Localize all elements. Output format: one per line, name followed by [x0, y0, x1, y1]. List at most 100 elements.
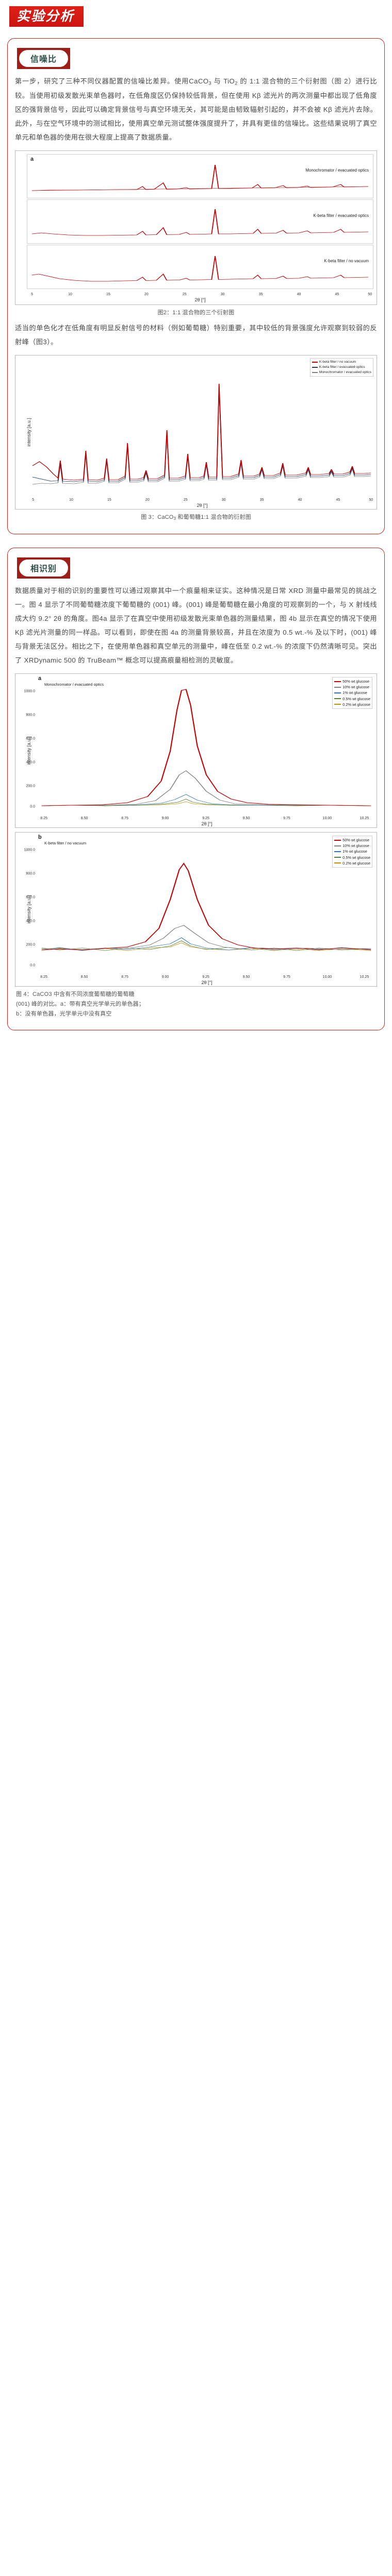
legend-item: 50% wt glucose: [334, 837, 370, 843]
figure-4: a intensity [a.u.] Monochromator / evacu…: [15, 673, 377, 1019]
figure-4a-title: Monochromator / evacuated optics: [44, 682, 104, 687]
legend-swatch-icon: [334, 681, 341, 682]
xtick: 9.50: [242, 975, 250, 979]
xtick: 8.25: [40, 975, 47, 979]
ytick: 400.0: [26, 919, 35, 923]
figure-4-caption: 图 4：CaCO3 中含有不同浓度葡萄糖的葡萄糖 (001) 峰的对比。a：带有…: [15, 990, 377, 1019]
figure-4-panel-a: a intensity [a.u.] Monochromator / evacu…: [15, 673, 377, 828]
xtick: 10.00: [322, 817, 332, 821]
xtick: 10.25: [360, 817, 369, 821]
legend-label: 50% wt glucose: [342, 838, 369, 843]
figure-4a-xlabel: 2θ [°]: [201, 821, 213, 827]
legend-label: 0.2% wt glucose: [342, 860, 370, 866]
ytick: 200.0: [26, 943, 35, 947]
ytick: 1000.0: [24, 689, 35, 693]
legend-swatch-icon: [312, 367, 318, 368]
figure-4a-traces: [41, 689, 371, 806]
ytick: 1000.0: [24, 848, 35, 852]
figure-4a-yaxis: 1000.0 800.0 600.0 400.0 200.0 0.0: [15, 674, 36, 811]
legend-label: 10% wt glucose: [342, 685, 369, 690]
figure-2-panel-b: K-beta filter / evacuated optics: [27, 199, 373, 244]
legend-label: 0.5% wt glucose: [342, 855, 370, 860]
pill-outer: 相识别: [17, 557, 71, 579]
ytick: 0.0: [30, 805, 35, 809]
legend-label: K-beta filter / no vacuum: [319, 360, 356, 364]
section-title-phase-id: 相识别: [19, 559, 69, 577]
figure-4-panel-b: b intensity [a.u.] K-beta filter / no va…: [15, 832, 377, 987]
xtick: 9.00: [161, 817, 169, 821]
banner-container: 实验分析: [0, 0, 392, 27]
xtick: 10.25: [360, 975, 369, 979]
figure-4b-traces: [41, 862, 371, 951]
figure-4-caption-line-0: 图 4：CaCO3 中含有不同浓度葡萄糖的葡萄糖: [16, 991, 135, 998]
legend-item: 0.2% wt glucose: [334, 860, 370, 866]
ytick: 200.0: [26, 784, 35, 788]
legend-swatch-icon: [334, 857, 341, 858]
figure-3-xlabel: 2θ [°]: [197, 503, 208, 509]
figure-4b-yaxis: 1000.0 800.0 600.0 400.0 200.0 0.0: [15, 833, 36, 970]
figure-3: intensity [a.u.] K-beta filter / no vacu…: [15, 355, 377, 522]
legend-swatch-icon: [334, 862, 341, 864]
legend-item: K-beta filter / no vacuum: [312, 360, 371, 365]
legend-item: 1% wt glucose: [334, 690, 370, 696]
section-heading-snr: 信噪比: [15, 47, 377, 74]
figure-4b-title: K-beta filter / no vacuum: [44, 841, 87, 846]
figure-2-panel-a: a Monochromator / evacuated optics: [27, 154, 373, 199]
figure-2-xaxis: 5 10 15 20 25 30 35 40 45 50: [31, 293, 372, 297]
panel-letter-a: a: [30, 156, 34, 163]
legend-swatch-icon: [312, 372, 318, 373]
legend-label: K-beta filter / evacuated optics: [319, 365, 365, 369]
legend-swatch-icon: [334, 851, 341, 853]
ytick: 800.0: [26, 872, 35, 876]
legend-item: 1% wt glucose: [334, 849, 370, 854]
figure-4b-xlabel: 2θ [°]: [201, 980, 213, 986]
section-card-phase-id: 相识别 数据质量对于相的识别的重要性可以通过观察其中一个痕量相来证实。这种情况是…: [7, 547, 385, 1031]
figure-4-caption-line-2: b：没有单色器，光学单元中没有真空: [16, 1010, 112, 1017]
legend-item: 0.5% wt glucose: [334, 855, 370, 860]
xtick: 9.25: [202, 975, 209, 979]
figure-2-annotation-1: K-beta filter / evacuated optics: [313, 213, 369, 218]
ytick: 600.0: [26, 737, 35, 741]
figure-4-caption-line-1: (001) 峰的对比。a：带有真空光学单元的单色器；: [16, 1001, 145, 1007]
legend-item: K-beta filter / evacuated optics: [312, 365, 371, 370]
figure-2-annotation-0: Monochromator / evacuated optics: [305, 168, 369, 173]
xtick: 9.75: [283, 817, 290, 821]
page-title: 实验分析: [9, 6, 84, 27]
figure-2-trace-c: [31, 256, 369, 282]
legend-item: Monochromator / evacuated optics: [312, 370, 371, 375]
figure-3-legend: K-beta filter / no vacuum K-beta filter …: [309, 358, 373, 377]
legend-label: 0.2% wt glucose: [342, 702, 370, 707]
figure-2-panel-c: K-beta filter / no vacuum: [27, 245, 373, 290]
legend-label: Monochromator / evacuated optics: [319, 370, 371, 374]
xtick: 8.75: [121, 975, 128, 979]
figure-2: intensity [a.u.] a Monochromator / evacu…: [15, 150, 377, 318]
section-heading-phase-id: 相识别: [15, 556, 377, 584]
xtick: 10.00: [322, 975, 332, 979]
figure-2-plot: intensity [a.u.] a Monochromator / evacu…: [15, 150, 377, 306]
legend-item: 10% wt glucose: [334, 684, 370, 690]
legend-item: 50% wt glucose: [334, 679, 370, 684]
legend-label: 10% wt glucose: [342, 843, 369, 849]
figure-2-trace-a: [31, 165, 369, 191]
legend-label: 1% wt glucose: [342, 849, 367, 854]
figure-2-caption: 图2：1:1 混合物的三个衍射图: [157, 310, 235, 316]
section-title-snr: 信噪比: [19, 50, 69, 67]
ytick: 0.0: [30, 963, 35, 968]
legend-swatch-icon: [334, 686, 341, 688]
xtick: 9.00: [161, 975, 169, 979]
figure-4b-legend: 50% wt glucose 10% wt glucose 1% wt gluc…: [332, 836, 372, 868]
xtick: 8.25: [40, 817, 47, 821]
figure-4a-legend: 50% wt glucose 10% wt glucose 1% wt gluc…: [332, 677, 372, 709]
figure-3-plot: intensity [a.u.] K-beta filter / no vacu…: [15, 355, 377, 510]
legend-label: 50% wt glucose: [342, 679, 369, 684]
figure-3-xaxis: 5 10 15 20 25 30 35 40 45 50: [32, 498, 373, 502]
ytick: 600.0: [26, 895, 35, 900]
xtick: 8.75: [121, 817, 128, 821]
xtick: 8.50: [80, 817, 88, 821]
figure-4b-xaxis: 8.25 8.50 8.75 9.00 9.25 9.50 9.75 10.00…: [37, 972, 374, 979]
xtick: 9.50: [242, 817, 250, 821]
panel-letter-a: a: [38, 675, 42, 682]
ytick: 400.0: [26, 760, 35, 765]
ytick: 800.0: [26, 713, 35, 717]
article-page: 实验分析 信噪比 第一步，研究了三种不同仪器配置的信噪比差异。使用CaCO3 与…: [0, 0, 392, 1041]
